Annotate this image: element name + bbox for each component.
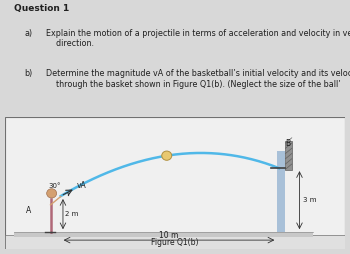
Text: vA: vA	[77, 181, 86, 190]
Bar	[14, 232, 313, 237]
Bar	[5, 235, 345, 249]
Bar	[286, 141, 292, 170]
Text: a): a)	[25, 29, 33, 38]
Text: b): b)	[25, 69, 33, 78]
Text: Explain the motion of a projectile in terms of acceleration and velocity in vert: Explain the motion of a projectile in te…	[46, 29, 350, 48]
Text: 10 m: 10 m	[159, 231, 179, 241]
Text: Question 1: Question 1	[14, 4, 69, 13]
Circle shape	[47, 189, 57, 198]
Text: 30°: 30°	[48, 183, 61, 189]
Text: 3 m: 3 m	[303, 197, 316, 203]
Text: 2 m: 2 m	[65, 211, 78, 217]
Text: Determine the magnitude vA of the basketball’s initial velocity and its velocity: Determine the magnitude vA of the basket…	[46, 69, 350, 89]
Text: Figure Q1(b): Figure Q1(b)	[151, 238, 199, 247]
Circle shape	[162, 151, 172, 160]
Text: A: A	[26, 206, 31, 215]
Text: B: B	[285, 139, 290, 148]
Bar	[277, 151, 286, 232]
